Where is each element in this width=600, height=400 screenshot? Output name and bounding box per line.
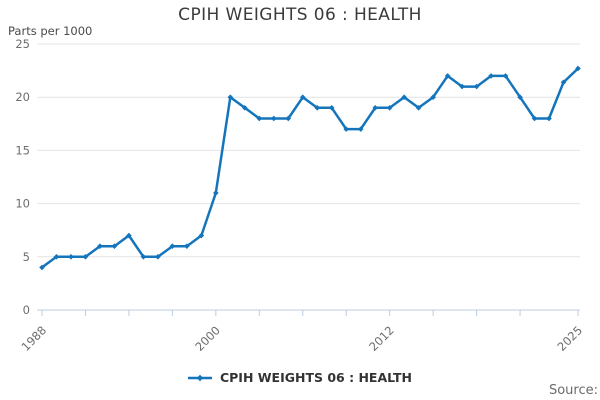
data-point-marker[interactable] (270, 115, 277, 122)
data-point-marker[interactable] (560, 79, 567, 86)
y-axis-tick-label: 10 (15, 197, 30, 211)
legend-label: CPIH WEIGHTS 06 : HEALTH (219, 370, 413, 385)
data-point-marker[interactable] (401, 94, 407, 100)
data-point-marker[interactable] (126, 232, 132, 239)
data-point-marker[interactable] (430, 94, 436, 100)
data-point-marker[interactable] (242, 105, 248, 111)
data-point-marker[interactable] (198, 232, 205, 239)
legend-line-icon (187, 374, 212, 381)
data-point-marker[interactable] (575, 65, 581, 72)
x-axis-tick-label: 2025 (555, 323, 586, 354)
x-axis-tick-label: 1988 (19, 323, 50, 354)
data-point-marker[interactable] (68, 254, 74, 260)
data-point-marker[interactable] (169, 243, 176, 249)
y-axis-tick-label: 0 (23, 303, 30, 317)
data-point-marker[interactable] (97, 243, 103, 249)
data-point-marker[interactable] (386, 105, 393, 111)
data-point-marker[interactable] (473, 83, 480, 90)
data-point-marker[interactable] (314, 105, 321, 111)
data-point-marker[interactable] (299, 94, 306, 100)
data-point-marker[interactable] (372, 105, 378, 111)
data-point-marker[interactable] (328, 105, 335, 111)
source-label: Source: (548, 383, 598, 398)
data-point-marker[interactable] (227, 94, 234, 100)
data-point-marker[interactable] (256, 115, 263, 122)
data-point-marker[interactable] (82, 254, 89, 260)
data-point-marker[interactable] (285, 115, 292, 122)
y-axis-tick-label: 20 (15, 90, 30, 104)
data-point-marker[interactable] (184, 243, 190, 249)
data-point-marker[interactable] (357, 126, 364, 132)
data-point-marker[interactable] (140, 254, 147, 260)
data-point-marker[interactable] (531, 115, 538, 122)
data-point-marker[interactable] (111, 243, 118, 249)
y-axis-tick-label: 5 (23, 250, 30, 264)
data-point-marker[interactable] (488, 73, 494, 79)
data-point-marker[interactable] (53, 254, 60, 260)
series-line (40, 67, 580, 269)
data-point-marker[interactable] (459, 83, 465, 90)
y-axis-units-label: Parts per 1000 (8, 24, 93, 38)
legend-marker (196, 374, 204, 381)
data-point-marker[interactable] (517, 94, 523, 100)
data-point-marker[interactable] (155, 254, 161, 260)
y-axis-tick-label: 15 (15, 143, 30, 157)
legend-item[interactable]: CPIH WEIGHTS 06 : HEALTH (0, 370, 600, 385)
data-point-marker[interactable] (444, 73, 451, 79)
data-point-marker[interactable] (415, 105, 422, 111)
data-point-marker[interactable] (546, 115, 552, 122)
data-point-marker[interactable] (213, 190, 219, 196)
x-axis-tick-label: 2000 (192, 323, 223, 354)
data-point-marker[interactable] (39, 264, 45, 271)
data-point-marker[interactable] (502, 73, 509, 79)
data-point-marker[interactable] (343, 126, 350, 132)
chart-title: CPIH WEIGHTS 06 : HEALTH (178, 5, 422, 25)
x-axis-tick-label: 2012 (366, 323, 397, 354)
y-axis-tick-label: 25 (15, 37, 30, 51)
